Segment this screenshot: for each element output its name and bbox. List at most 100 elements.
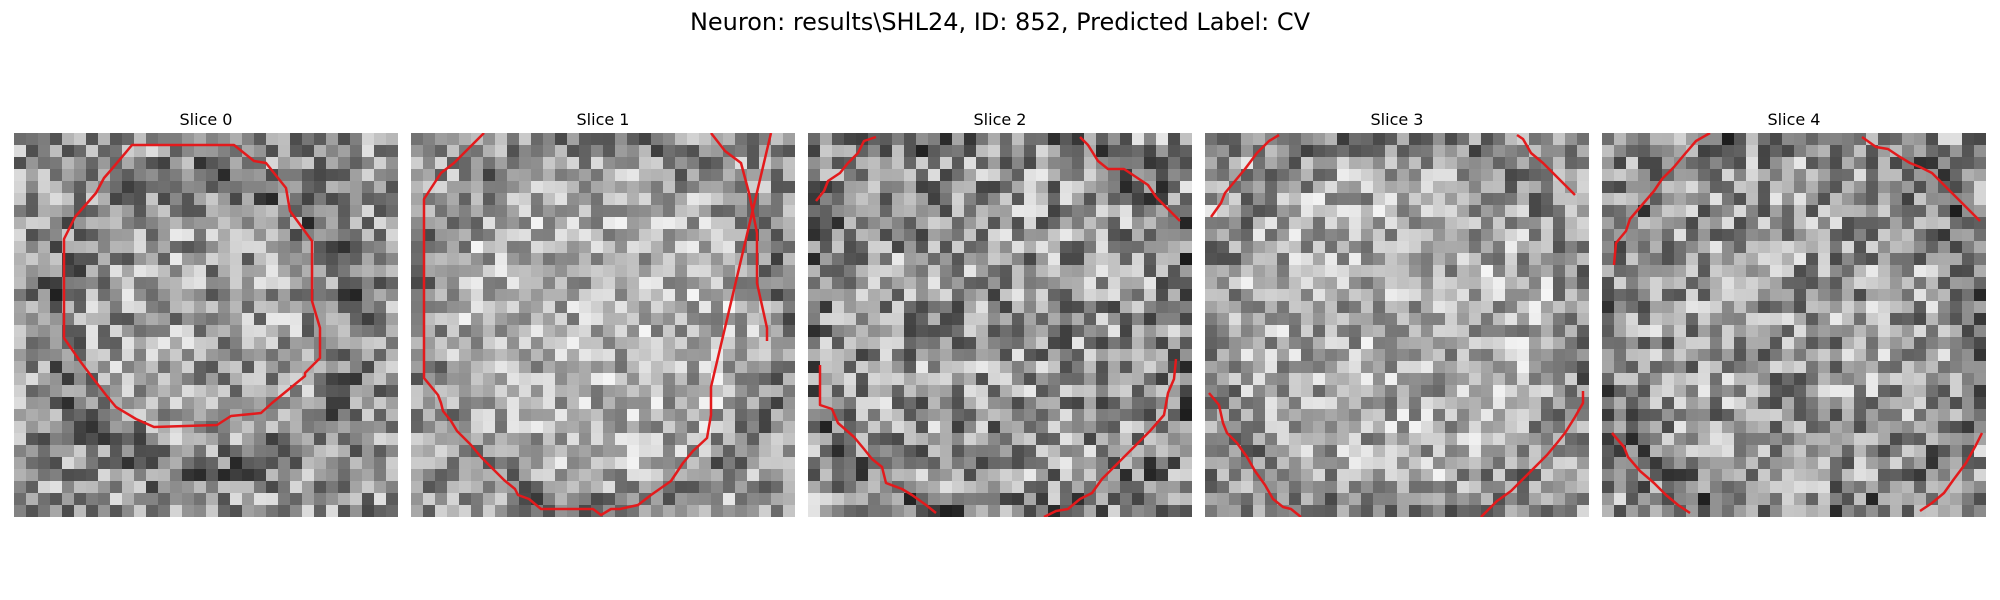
- pixel: [1746, 217, 1759, 230]
- pixel: [1036, 361, 1049, 374]
- pixel: [1385, 493, 1398, 506]
- pixel: [1602, 157, 1615, 170]
- pixel: [1734, 289, 1747, 302]
- pixel: [555, 325, 568, 338]
- pixel: [1241, 349, 1254, 362]
- pixel: [1048, 145, 1061, 158]
- pixel: [98, 217, 111, 230]
- pixel: [1577, 469, 1589, 482]
- pixel: [1048, 301, 1061, 314]
- pixel: [1277, 469, 1290, 482]
- pixel: [1505, 409, 1518, 422]
- pixel: [856, 169, 869, 182]
- pixel: [543, 217, 556, 230]
- pixel: [1650, 205, 1663, 218]
- pixel: [507, 301, 520, 314]
- pixel: [976, 301, 989, 314]
- pixel: [771, 337, 784, 350]
- pixel: [711, 421, 724, 434]
- pixel: [254, 313, 267, 326]
- pixel: [1433, 469, 1446, 482]
- pixel: [1084, 445, 1097, 458]
- pixel: [350, 217, 363, 230]
- pixel: [868, 325, 881, 338]
- pixel: [206, 469, 219, 482]
- pixel: [1602, 457, 1615, 470]
- pixel: [1746, 145, 1759, 158]
- pixel: [1313, 433, 1326, 446]
- pixel: [1265, 457, 1278, 470]
- pixel: [1493, 349, 1506, 362]
- pixel: [1180, 409, 1192, 422]
- pixel: [1289, 397, 1302, 410]
- pixel: [194, 205, 207, 218]
- pixel: [1842, 253, 1855, 266]
- pixel: [110, 301, 123, 314]
- pixel: [1926, 325, 1939, 338]
- pixel: [122, 337, 135, 350]
- pixel: [651, 241, 664, 254]
- pixel: [1794, 205, 1807, 218]
- pixel: [1505, 505, 1518, 517]
- pixel: [495, 301, 508, 314]
- pixel: [447, 385, 460, 398]
- pixel: [783, 325, 795, 338]
- pixel: [290, 325, 303, 338]
- pixel: [1337, 493, 1350, 506]
- pixel: [880, 145, 893, 158]
- pixel: [459, 301, 472, 314]
- pixel: [98, 253, 111, 266]
- pixel: [326, 385, 339, 398]
- pixel: [1710, 337, 1723, 350]
- pixel: [170, 229, 183, 242]
- pixel: [290, 253, 303, 266]
- pixel: [1349, 157, 1362, 170]
- pixel: [1541, 301, 1554, 314]
- pixel: [146, 397, 159, 410]
- pixel: [1445, 289, 1458, 302]
- pixel: [1180, 433, 1192, 446]
- pixel: [182, 277, 195, 290]
- pixel: [723, 493, 736, 506]
- pixel: [1072, 373, 1085, 386]
- pixel: [687, 145, 700, 158]
- pixel: [1457, 469, 1470, 482]
- pixel: [1144, 145, 1157, 158]
- pixel: [86, 313, 99, 326]
- pixel: [1878, 349, 1891, 362]
- pixel: [1962, 169, 1975, 182]
- pixel: [483, 409, 496, 422]
- pixel: [290, 349, 303, 362]
- pixel: [1830, 421, 1843, 434]
- pixel: [423, 265, 436, 278]
- pixel: [1626, 385, 1639, 398]
- pixel: [290, 409, 303, 422]
- pixel: [603, 157, 616, 170]
- pixel: [1000, 493, 1013, 506]
- pixel: [615, 301, 628, 314]
- pixel: [639, 217, 652, 230]
- pixel: [1650, 433, 1663, 446]
- pixel: [266, 481, 279, 494]
- pixel: [134, 433, 147, 446]
- pixel: [1710, 301, 1723, 314]
- pixel: [50, 325, 63, 338]
- pixel: [1926, 349, 1939, 362]
- pixel: [206, 277, 219, 290]
- pixel: [74, 181, 87, 194]
- pixel: [820, 145, 833, 158]
- pixel: [1974, 205, 1986, 218]
- pixel: [555, 361, 568, 374]
- pixel: [639, 349, 652, 362]
- pixel: [1132, 373, 1145, 386]
- pixel: [1253, 361, 1266, 374]
- pixel: [1325, 289, 1338, 302]
- pixel: [98, 409, 111, 422]
- pixel: [1830, 433, 1843, 446]
- pixel: [1349, 193, 1362, 206]
- pixel: [1457, 253, 1470, 266]
- pixel: [1373, 229, 1386, 242]
- pixel: [1337, 457, 1350, 470]
- pixel: [964, 253, 977, 266]
- pixel: [1433, 385, 1446, 398]
